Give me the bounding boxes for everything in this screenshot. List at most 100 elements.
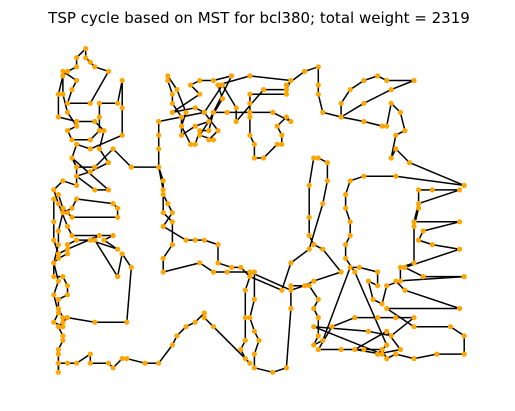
tour-node [60,68,66,74]
tour-node [183,109,189,115]
tour-node [274,123,280,129]
tour-node [283,91,289,97]
tour-edge [413,353,437,360]
tour-node [343,255,349,261]
tour-node [420,274,426,280]
tour-node [55,324,62,330]
tour-node [115,246,121,252]
tour-node [397,346,403,353]
tour-node [361,346,367,353]
tour-node [51,292,57,298]
tour-node [315,82,321,88]
tour-edge [249,275,283,291]
tour-node [384,356,390,362]
tour-edge [126,357,146,364]
tour-edge [390,135,397,159]
tour-edge [89,161,109,173]
tour-node [274,141,280,147]
tour-node [247,91,253,97]
tour-node [338,346,344,353]
tour-node [60,274,66,280]
tour-node [315,346,321,353]
tour-node [178,123,185,129]
tour-node [60,337,66,343]
tour-node [356,264,362,270]
tour-node [256,337,262,343]
tour-edge [89,71,110,104]
tour-node [55,305,62,312]
tour-edge [199,262,214,273]
tour-node [64,242,71,248]
tour-node [210,137,216,143]
tour-node [64,292,71,298]
tour-node [169,109,175,115]
tour-edge [385,103,392,127]
tour-node [251,296,257,302]
tour-node [92,237,98,243]
tour-node [315,315,321,321]
tour-node [188,141,194,147]
tour-node [74,77,80,84]
tour-edge [57,75,64,95]
tour-node [420,228,426,234]
tour-node [178,114,185,120]
tour-node [160,255,166,261]
tour-node [192,105,198,111]
tour-edge [103,239,119,250]
tour-edge [399,112,406,131]
tour-node [69,214,75,220]
tour-node [74,164,80,170]
tour-node [416,187,422,193]
tour-node [197,132,203,138]
tour-edge [181,125,196,136]
tour-node [210,77,216,84]
tour-node [64,360,71,366]
tour-node [416,201,422,207]
tour-node [397,109,403,115]
tour-node [188,82,194,88]
tour-node [347,219,353,225]
tour-node [64,251,71,257]
tour-node [247,132,253,138]
tour-edge [90,134,123,150]
tour-node [119,132,125,138]
tour-node [306,283,312,289]
tour-node [169,342,175,348]
tour-node [55,369,62,375]
tour-node [238,346,244,353]
tour-node [110,146,116,152]
tour-node [64,315,71,321]
tour-node [87,360,93,366]
tour-node [183,237,189,243]
tour-edge [58,116,77,123]
tour-edge [423,221,460,232]
tour-edge [322,111,342,118]
tour-node [60,324,66,330]
tour-edge [76,353,91,364]
tour-node [51,274,57,280]
tour-edge [404,289,460,310]
tour-edge [98,130,105,150]
tour-node [461,351,467,357]
tour-node [128,164,134,170]
tour-node [92,187,98,193]
tour-node [160,223,166,229]
tour-edge [94,239,119,277]
tour-node [115,205,121,211]
tour-node [55,360,62,366]
tour-node [388,333,394,339]
tour-edge [57,212,64,232]
tour-node [51,187,57,193]
tour-node [169,210,175,216]
tour-node [74,360,80,366]
tour-edge [208,98,224,122]
tour-node [311,278,317,284]
tour-node [51,319,57,325]
tour-node [247,274,253,280]
tour-node [60,319,66,325]
tour-node [55,255,62,261]
tour-node [242,337,248,343]
tour-edge [349,79,365,91]
tour-node [215,260,221,266]
tour-node [361,118,367,125]
